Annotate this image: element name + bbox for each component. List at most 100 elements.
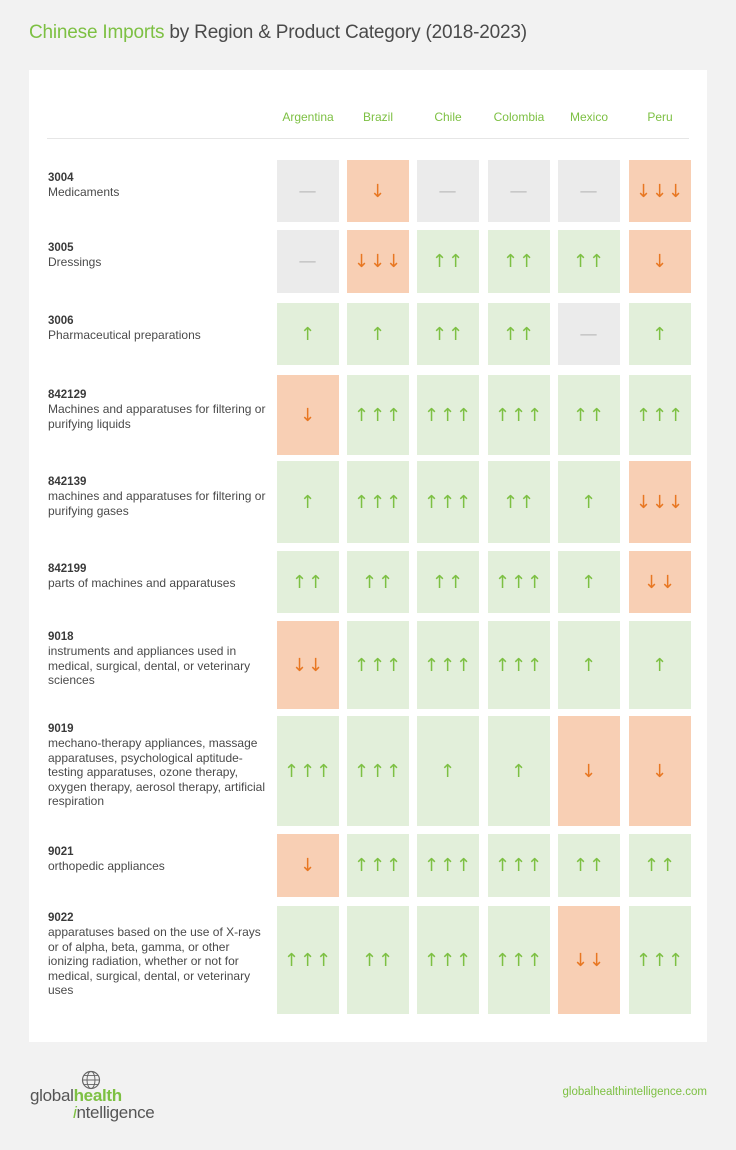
row-description: Machines and apparatuses for filtering o…	[48, 402, 266, 431]
cell-up-indicator: ↑↑	[277, 551, 339, 613]
cell-up-indicator: ↑↑↑	[347, 716, 409, 826]
row-description: apparatuses based on the use of X-rays o…	[48, 925, 261, 998]
logo-text-line1: globalhealth	[30, 1086, 122, 1106]
row-label: 9021 orthopedic appliances	[48, 845, 270, 874]
cell-up-indicator: ↑	[558, 461, 620, 543]
cell-up-indicator: ↑↑	[629, 834, 691, 897]
cell-up-indicator: ↑↑	[488, 461, 550, 543]
row-code: 3005	[48, 242, 74, 254]
table-row: 3005 Dressings — ↓↓↓ ↑↑ ↑↑ ↑↑ ↓	[29, 230, 707, 293]
cell-up-indicator: ↑↑	[558, 375, 620, 455]
row-description: instruments and appliances used in medic…	[48, 644, 251, 688]
cell-none-indicator: —	[277, 160, 339, 222]
cell-up-indicator: ↑↑↑	[417, 834, 479, 897]
table-row: 842139 machines and apparatuses for filte…	[29, 461, 707, 543]
cell-down-indicator: ↓↓	[629, 551, 691, 613]
title-accent: Chinese Imports	[29, 22, 165, 43]
cell-up-indicator: ↑↑↑	[488, 551, 550, 613]
cell-up-indicator: ↑	[558, 551, 620, 613]
title-rest: by Region & Product Category (2018-2023)	[164, 22, 527, 43]
row-label: 842199 parts of machines and apparatuses	[48, 562, 270, 591]
logo-word-global: global	[30, 1086, 74, 1105]
cell-down-indicator: ↓	[558, 716, 620, 826]
cell-up-indicator: ↑↑	[347, 551, 409, 613]
row-label: 3006 Pharmaceutical preparations	[48, 314, 270, 343]
cell-up-indicator: ↑	[277, 303, 339, 365]
column-header-row: Argentina Brazil Chile Colombia Mexico P…	[29, 70, 707, 140]
cell-up-indicator: ↑↑↑	[417, 906, 479, 1014]
cell-down-indicator: ↓	[347, 160, 409, 222]
row-code: 842129	[48, 389, 87, 401]
cell-down-indicator: ↓	[629, 716, 691, 826]
row-label: 3004 Medicaments	[48, 171, 270, 200]
row-code: 3006	[48, 315, 74, 327]
column-header: Argentina	[282, 110, 334, 124]
cell-up-indicator: ↑↑↑	[347, 834, 409, 897]
cell-none-indicator: —	[417, 160, 479, 222]
cell-down-indicator: ↓↓	[277, 621, 339, 709]
row-label: 842139 machines and apparatuses for filte…	[48, 475, 270, 518]
logo-text-line2: intelligence	[73, 1103, 155, 1123]
row-code: 9018	[48, 631, 74, 643]
cell-none-indicator: —	[558, 303, 620, 365]
cell-up-indicator: ↑↑↑	[629, 906, 691, 1014]
cell-up-indicator: ↑	[629, 303, 691, 365]
row-code: 9022	[48, 912, 74, 924]
cell-up-indicator: ↑↑↑	[347, 461, 409, 543]
row-description: orthopedic appliances	[48, 859, 165, 874]
cell-up-indicator: ↑↑↑	[277, 906, 339, 1014]
row-description: Medicaments	[48, 185, 120, 200]
page-title: Chinese Imports by Region & Product Cate…	[29, 22, 527, 44]
cell-up-indicator: ↑	[417, 716, 479, 826]
cell-up-indicator: ↑↑↑	[277, 716, 339, 826]
cell-up-indicator: ↑↑	[417, 303, 479, 365]
cell-down-indicator: ↓	[277, 375, 339, 455]
row-label: 9022 apparatuses based on the use of X-ra…	[48, 911, 270, 997]
cell-up-indicator: ↑↑↑	[488, 621, 550, 709]
cell-up-indicator: ↑	[558, 621, 620, 709]
cell-up-indicator: ↑↑↑	[347, 375, 409, 455]
cell-up-indicator: ↑↑↑	[417, 461, 479, 543]
cell-up-indicator: ↑	[488, 716, 550, 826]
row-label: 3005 Dressings	[48, 241, 270, 270]
cell-down-indicator: ↓↓↓	[629, 160, 691, 222]
row-label: 9019 mechano-therapy appliances, massage …	[48, 722, 270, 808]
table-row: 9022 apparatuses based on the use of X-ra…	[29, 906, 707, 1014]
row-code: 842139	[48, 476, 87, 488]
table-row: 9019 mechano-therapy appliances, massage …	[29, 716, 707, 826]
cell-down-indicator: ↓↓↓	[629, 461, 691, 543]
row-description: parts of machines and apparatuses	[48, 576, 236, 591]
column-header: Peru	[647, 110, 673, 124]
column-header: Mexico	[569, 110, 608, 124]
cell-up-indicator: ↑↑↑	[488, 375, 550, 455]
cell-up-indicator: ↑↑	[417, 230, 479, 293]
header-divider	[47, 138, 689, 139]
logo-letter-i: i	[73, 1103, 77, 1122]
column-header: Chile	[434, 110, 462, 124]
footer-url-link[interactable]: globalhealthintelligence.com	[562, 1086, 708, 1098]
cell-down-indicator: ↓	[629, 230, 691, 293]
cell-none-indicator: —	[488, 160, 550, 222]
row-description: machines and apparatuses for filtering o…	[48, 489, 266, 518]
cell-up-indicator: ↑	[629, 621, 691, 709]
globe-icon	[81, 1070, 101, 1090]
cell-none-indicator: —	[277, 230, 339, 293]
table-row: 842129 Machines and apparatuses for filte…	[29, 375, 707, 455]
cell-up-indicator: ↑↑↑	[629, 375, 691, 455]
row-label: 9018 instruments and appliances used in m…	[48, 630, 270, 688]
row-code: 9019	[48, 723, 74, 735]
table-row: 3006 Pharmaceutical preparations ↑ ↑ ↑↑ ↑↑ — ↑	[29, 303, 707, 365]
row-description: Dressings	[48, 255, 102, 270]
cell-none-indicator: —	[558, 160, 620, 222]
cell-down-indicator: ↓	[277, 834, 339, 897]
cell-down-indicator: ↓↓	[558, 906, 620, 1014]
cell-up-indicator: ↑↑	[488, 303, 550, 365]
table-row: 9021 orthopedic appliances ↓ ↑↑↑ ↑↑↑ ↑↑↑ ↑↑ ↑↑	[29, 834, 707, 897]
cell-up-indicator: ↑↑↑	[417, 621, 479, 709]
row-code: 3004	[48, 172, 74, 184]
cell-up-indicator: ↑↑↑	[417, 375, 479, 455]
cell-up-indicator: ↑	[347, 303, 409, 365]
cell-down-indicator: ↓↓↓	[347, 230, 409, 293]
row-code: 842199	[48, 563, 87, 575]
cell-up-indicator: ↑↑	[488, 230, 550, 293]
